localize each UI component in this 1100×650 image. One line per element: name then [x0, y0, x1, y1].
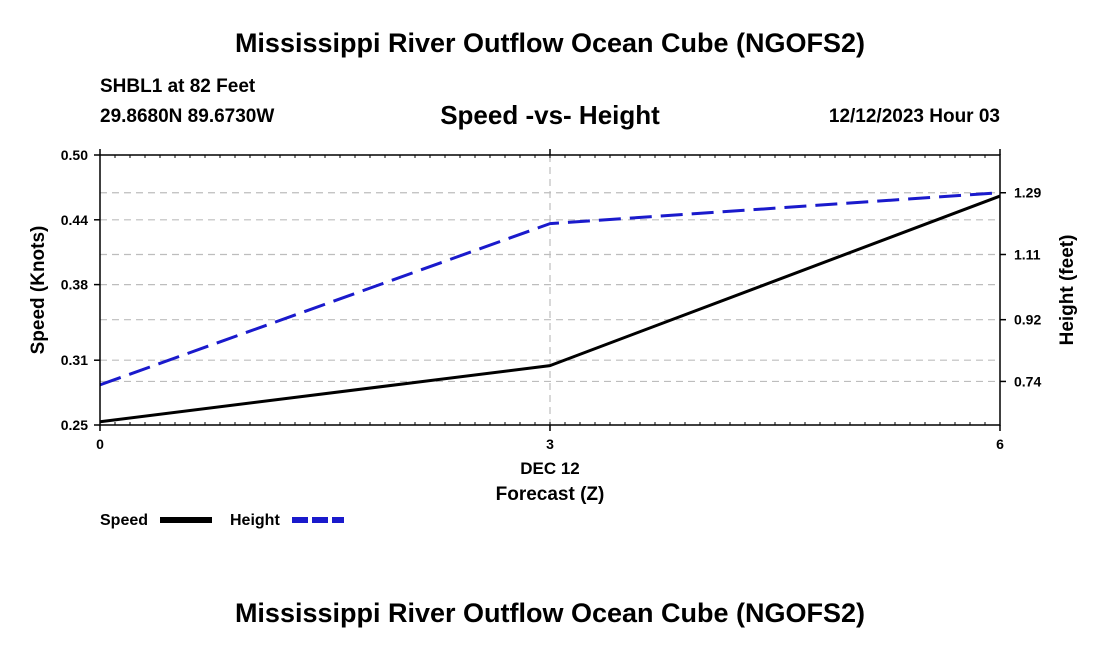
- y-axis-right-title: Height (feet): [1057, 235, 1078, 346]
- axis-ticks: 0.50 0.44 0.38 0.31 0.25 1.29 1.11 0.92 0.74 0 3 6: [61, 147, 1042, 452]
- y-right-tick-label: 0.74: [1014, 373, 1041, 389]
- y-left-tick-label: 0.38: [61, 277, 88, 293]
- x-axis-title: Forecast (Z): [496, 484, 605, 505]
- y-left-tick-label: 0.44: [61, 212, 88, 228]
- chart-subtitle: Speed -vs- Height: [440, 100, 660, 130]
- x-tick-label: 3: [546, 436, 554, 452]
- y-left-tick-label: 0.25: [61, 417, 88, 433]
- main-title: Mississippi River Outflow Ocean Cube (NG…: [234, 28, 866, 58]
- y-left-tick-label: 0.50: [61, 147, 88, 163]
- grid-lines: [100, 155, 1000, 425]
- legend: Speed Height: [100, 512, 344, 529]
- x-date-label: DEC 12: [520, 459, 580, 478]
- footer-title: Mississippi River Outflow Ocean Cube (NG…: [234, 598, 866, 628]
- forecast-datetime: 12/12/2023 Hour 03: [828, 106, 1000, 127]
- legend-label-height: Height: [230, 512, 280, 529]
- x-tick-label: 0: [96, 436, 104, 452]
- station-coordinates: 29.8680N 89.6730W: [100, 106, 275, 127]
- x-tick-label: 6: [996, 436, 1004, 452]
- legend-label-speed: Speed: [100, 512, 148, 529]
- y-right-tick-label: 1.11: [1014, 246, 1041, 262]
- y-right-tick-label: 0.92: [1014, 312, 1041, 328]
- y-axis-left-title: Speed (Knots): [28, 226, 49, 355]
- y-left-tick-label: 0.31: [61, 352, 88, 368]
- y-right-tick-label: 1.29: [1014, 185, 1041, 201]
- station-label: SHBL1 at 82 Feet: [100, 76, 256, 97]
